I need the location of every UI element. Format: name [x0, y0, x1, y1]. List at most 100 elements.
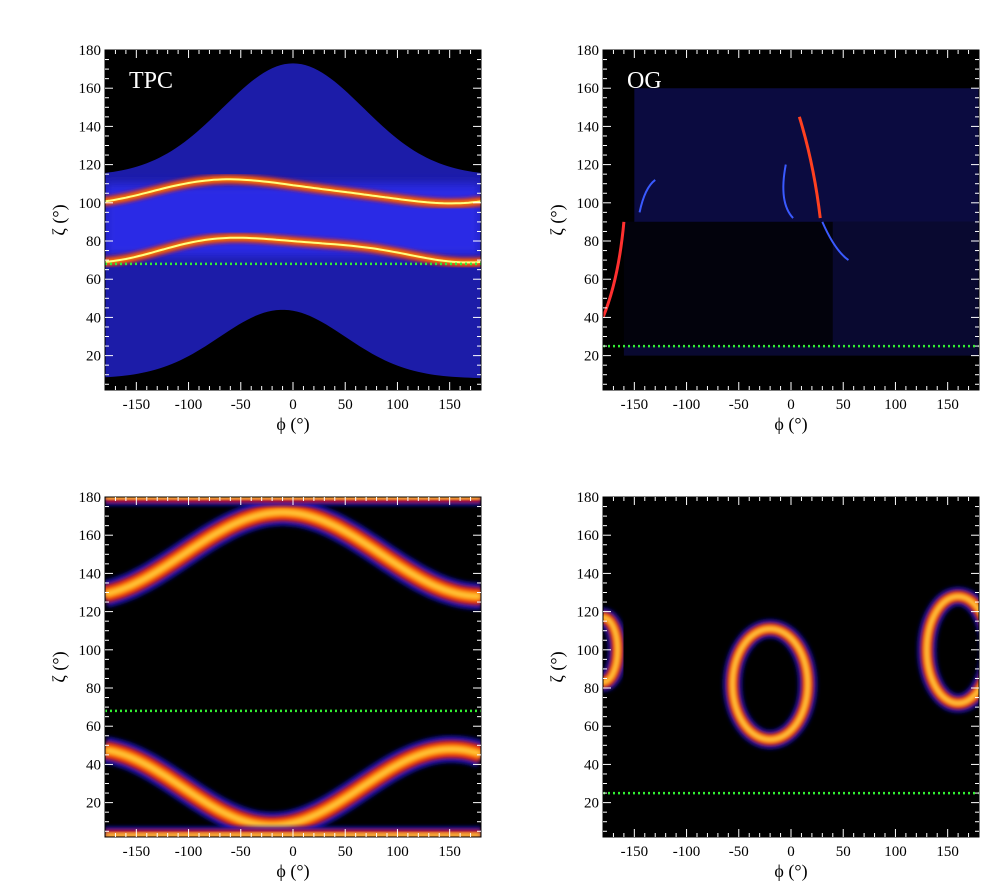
x-tick-label: 0 [289, 397, 297, 413]
y-tick-label: 100 [79, 643, 102, 659]
panel-og-top: OG -150 -100 -50 0 50 100 150 20 40 60 80 100 120 140 1… [547, 43, 980, 435]
axes: -150 -100 -50 0 50 100 150 20 40 60 80 100 120 140 160… [49, 43, 482, 435]
x-tick-label: 150 [438, 844, 461, 860]
y-tick-label: 20 [86, 796, 101, 812]
heatmap-image [603, 88, 979, 356]
x-tick-label: 0 [289, 844, 297, 860]
y-tick-label: 140 [577, 566, 600, 582]
beam-ring-0 [731, 627, 810, 742]
y-tick-label: 180 [577, 490, 600, 506]
y-tick-label: 60 [584, 719, 599, 735]
y-tick-label: 120 [577, 158, 600, 174]
y-tick-label: 20 [86, 349, 101, 365]
dark-zone [603, 221, 833, 347]
y-tick-label: 20 [584, 796, 599, 812]
x-tick-label: -150 [621, 844, 649, 860]
x-tick-label: -50 [729, 844, 749, 860]
y-tick-label: 80 [584, 234, 599, 250]
caustic-upper [105, 178, 481, 205]
y-tick-label: 160 [79, 81, 102, 97]
y-tick-label: 40 [86, 757, 101, 773]
x-axis-title: ϕ (°) [276, 861, 309, 882]
y-tick-label: 160 [577, 528, 600, 544]
panel-tpc-bottom: -150 -100 -50 0 50 100 150 20 40 60 80 100 120 140 160… [49, 490, 482, 882]
y-tick-label: 60 [86, 272, 101, 288]
x-tick-label: -100 [673, 397, 701, 413]
x-tick-label: -50 [231, 397, 251, 413]
emission-region-upper [634, 88, 979, 222]
x-tick-label: 0 [787, 397, 795, 413]
x-axis-title: ϕ (°) [774, 414, 807, 435]
y-tick-label: 40 [584, 757, 599, 773]
caustic-right-blue [821, 221, 850, 261]
x-tick-label: -150 [123, 844, 151, 860]
y-axis-title: ζ (°) [547, 204, 568, 235]
y-tick-label: 40 [86, 310, 101, 326]
y-tick-label: 120 [577, 605, 600, 621]
y-tick-label: 40 [584, 310, 599, 326]
plot-area [603, 497, 979, 837]
x-tick-label: 50 [338, 397, 353, 413]
axes: -150 -100 -50 0 50 100 150 20 40 60 80 100 120 140 160… [547, 490, 980, 882]
caustic-left [603, 221, 626, 318]
x-tick-label: 100 [884, 844, 907, 860]
x-tick-label: -100 [175, 397, 203, 413]
x-axis-title: ϕ (°) [276, 414, 309, 435]
heatmap-image [105, 63, 481, 379]
emission-arc-lower [105, 746, 481, 829]
y-tick-label: 140 [79, 119, 102, 135]
y-tick-label: 180 [577, 43, 600, 59]
x-axis-title: ϕ (°) [774, 861, 807, 882]
x-tick-label: 150 [438, 397, 461, 413]
x-tick-label: 50 [836, 397, 851, 413]
panel-tpc-top: TPC -150 -100 -50 0 50 100 150 20 40 60 80 100 120 140… [49, 43, 482, 435]
x-tick-label: 100 [386, 397, 409, 413]
heatmap-image [603, 587, 979, 749]
panel-label: TPC [129, 68, 173, 94]
y-tick-label: 100 [577, 196, 600, 212]
axes: -150 -100 -50 0 50 100 150 20 40 60 80 100 120 140 160… [49, 490, 482, 882]
plot-frame [104, 496, 482, 838]
x-tick-label: 100 [386, 844, 409, 860]
y-axis-title: ζ (°) [547, 651, 568, 682]
caustic-center-blue [782, 164, 794, 219]
y-tick-label: 120 [79, 605, 102, 621]
x-tick-label: 0 [787, 844, 795, 860]
beam-ring-1 [925, 594, 979, 705]
x-tick-label: 100 [884, 397, 907, 413]
y-tick-label: 60 [86, 719, 101, 735]
heatmap-svg: OG [603, 68, 979, 356]
x-tick-label: -100 [175, 844, 203, 860]
y-tick-label: 180 [79, 43, 102, 59]
plot-area: OG [603, 50, 979, 390]
x-tick-label: -50 [729, 397, 749, 413]
y-tick-label: 140 [79, 566, 102, 582]
plot-frame [602, 496, 980, 838]
y-tick-label: 160 [79, 528, 102, 544]
y-tick-label: 100 [79, 196, 102, 212]
panel-og-bottom: -150 -100 -50 0 50 100 150 20 40 60 80 100 120 140 160… [547, 490, 980, 882]
y-tick-label: 120 [79, 158, 102, 174]
y-tick-label: 180 [79, 490, 102, 506]
plot-frame [104, 49, 482, 391]
caustic-center [797, 116, 822, 219]
heatmap-svg [603, 587, 979, 795]
x-tick-label: 150 [936, 397, 959, 413]
plot-area [105, 497, 481, 837]
y-tick-label: 100 [577, 643, 600, 659]
x-tick-label: 50 [338, 844, 353, 860]
x-tick-label: 50 [836, 844, 851, 860]
y-tick-label: 160 [577, 81, 600, 97]
caustic-lower [105, 236, 481, 264]
beam-ring-2 [603, 615, 620, 684]
y-axis-title: ζ (°) [49, 651, 70, 682]
y-axis-title: ζ (°) [49, 204, 70, 235]
plot-area: TPC [105, 50, 481, 390]
y-tick-label: 80 [86, 234, 101, 250]
heatmap-svg: TPC [105, 63, 481, 379]
y-tick-label: 80 [584, 681, 599, 697]
caustic-left-upper [638, 179, 656, 213]
x-tick-label: -150 [621, 397, 649, 413]
panel-label: OG [627, 68, 662, 94]
y-tick-label: 140 [577, 119, 600, 135]
